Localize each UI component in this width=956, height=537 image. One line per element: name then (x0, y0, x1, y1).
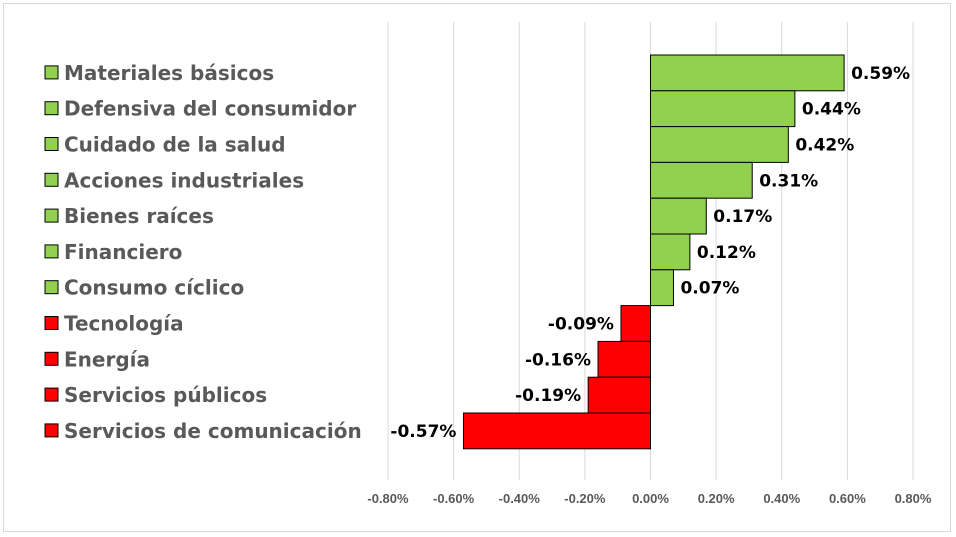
bar (650, 197, 707, 235)
bar (587, 376, 651, 414)
legend-swatch (44, 208, 59, 223)
legend-swatch (44, 316, 59, 330)
legend-swatch (44, 280, 59, 295)
legend-label: Bienes raíces (64, 204, 214, 228)
bar (620, 305, 651, 342)
legend-label: Servicios públicos (64, 383, 267, 407)
legend-swatch (44, 65, 59, 80)
legend-swatch (44, 351, 59, 366)
legend-label: Financiero (64, 240, 182, 264)
bars (462, 54, 845, 450)
legend-swatch (44, 423, 59, 438)
data-label: 0.07% (680, 279, 739, 299)
bar (650, 126, 789, 163)
data-label: 0.44% (802, 100, 861, 120)
bar (650, 54, 845, 92)
legend-label: Energía (64, 347, 150, 371)
data-label: 0.17% (713, 207, 772, 227)
bar (650, 90, 796, 128)
x-tick-label: -0.20% (564, 491, 606, 506)
legend-label: Defensiva del consumidor (64, 97, 356, 121)
x-tick-label: 0.40% (763, 491, 800, 506)
legend-swatch (44, 244, 59, 259)
data-label: -0.19% (515, 386, 581, 406)
data-label: -0.16% (525, 350, 591, 370)
legend-label: Consumo cíclico (64, 276, 244, 300)
data-label: 0.31% (759, 171, 818, 191)
x-tick-label: 0.80% (895, 491, 932, 506)
x-tick-label: 0.00% (632, 491, 669, 506)
data-label: -0.09% (548, 315, 614, 335)
x-tick-label: -0.60% (433, 491, 475, 506)
x-tick-label: -0.80% (367, 491, 409, 506)
legend-swatch (44, 172, 59, 187)
data-label: -0.57% (390, 422, 456, 442)
x-tick-label: -0.40% (499, 491, 541, 506)
x-tick-label: 0.60% (829, 491, 866, 506)
x-axis-tick-labels: -0.80% -0.60% -0.40% -0.20% 0.00% 0.20% 0.40% 0… (367, 491, 931, 506)
data-label: 0.42% (795, 136, 854, 156)
legend-label: Servicios de comunicación (64, 419, 362, 443)
gridlines (387, 22, 914, 480)
data-label: 0.59% (851, 64, 910, 84)
legend: Materiales básicos Defensiva del consumid… (44, 61, 362, 443)
bar (650, 233, 691, 271)
legend-label: Acciones industriales (64, 168, 304, 192)
legend-label: Cuidado de la salud (64, 133, 286, 157)
data-label: 0.12% (697, 243, 756, 263)
data-labels: 0.59% 0.44% 0.42% 0.31% 0.17% 0.12% 0.07% -0.09… (390, 64, 910, 442)
bar (650, 269, 674, 307)
legend-swatch (44, 137, 59, 151)
legend-swatch (44, 101, 59, 116)
bar (650, 161, 753, 199)
legend-swatch (44, 387, 59, 402)
legend-label: Materiales básicos (64, 61, 274, 85)
bar (462, 412, 651, 450)
legend-label: Tecnología (64, 312, 184, 336)
x-tick-label: 0.20% (698, 491, 735, 506)
bar (597, 340, 651, 378)
